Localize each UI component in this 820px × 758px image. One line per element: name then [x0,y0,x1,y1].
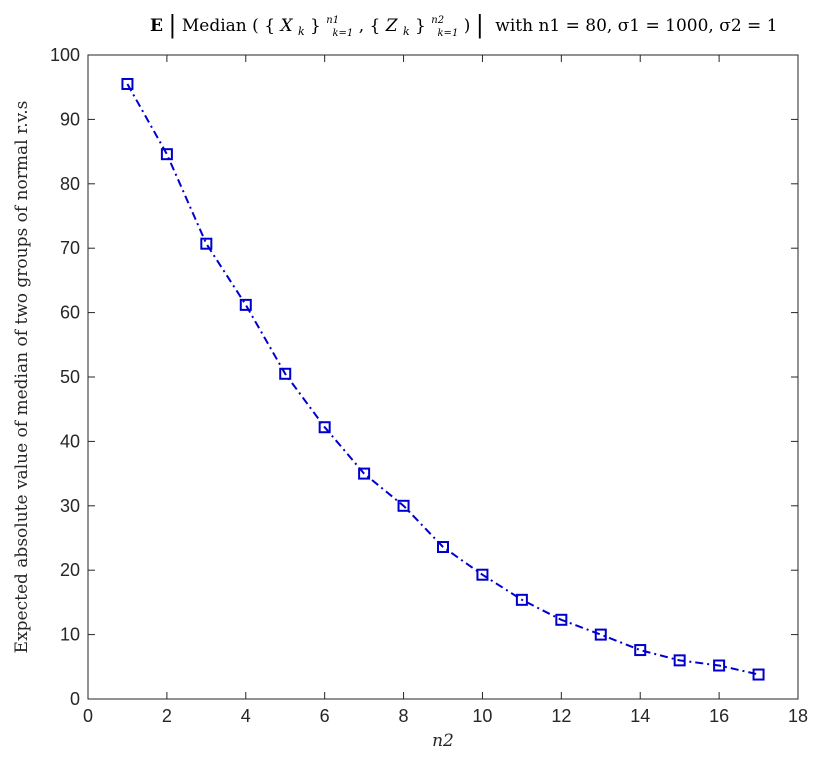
y-tick-label: 0 [70,689,80,709]
title-z-var: Z [385,16,399,36]
plot-area [87,54,799,700]
title-n1-superscript: n1 [326,15,339,26]
y-tick-label: 10 [60,625,80,645]
x-tick-label: 2 [162,706,172,726]
svg-text:E | Median (: E | Median ( { X k } n1 k=1 , { Z k } n2… [150,8,778,41]
title-brace-right: } [310,16,321,36]
x-tick-label: 18 [788,706,808,726]
data-point-marker [200,237,213,250]
title-brace-left: { [264,16,275,36]
data-point-marker [752,668,765,681]
title-k-subscript: k [298,25,305,38]
data-point-marker [555,613,568,626]
x-tick-label: 12 [551,706,571,726]
series-layer [121,77,765,681]
data-point-marker [239,298,252,311]
y-tick-label: 20 [60,560,80,580]
title-median: Median [182,16,247,36]
data-point-marker [515,593,528,606]
x-axis-label: n2 [432,731,454,751]
title-brace-left-2: { [370,16,381,36]
data-point-marker [713,659,726,672]
y-tick-label: 80 [60,174,80,194]
data-point-marker [160,148,173,161]
data-point-marker [318,421,331,434]
chart-title: E | Median ( { X k } n1 k=1 , { Z k } n2… [150,8,778,41]
y-tick-label: 90 [60,109,80,129]
title-x-var: X [278,16,293,36]
title-expectation-symbol: E [150,16,163,36]
x-tick-label: 10 [472,706,492,726]
x-tick-label: 4 [241,706,251,726]
y-tick-label: 60 [60,303,80,323]
data-point-marker [397,499,410,512]
x-tick-label: 16 [709,706,729,726]
data-point-marker [279,367,292,380]
y-tick-label: 30 [60,496,80,516]
title-n2-superscript: n2 [431,15,444,26]
title-range-subscript-2: k=1 [438,28,459,39]
title-brace-right-2: } [415,16,426,36]
title-open-paren: ( [252,16,259,36]
data-point-marker [476,568,489,581]
y-tick-label: 100 [50,45,80,65]
title-k-subscript-2: k [403,25,410,38]
y-axis-ticks: 0 10 20 30 40 50 60 70 80 90 100 [50,45,798,709]
x-tick-label: 6 [320,706,330,726]
y-tick-label: 50 [60,367,80,387]
title-range-subscript: k=1 [332,28,353,39]
title-abs-left: | [168,11,176,40]
x-tick-label: 14 [630,706,650,726]
x-tick-label: 8 [399,706,409,726]
data-point-marker [358,467,371,480]
y-tick-label: 70 [60,238,80,258]
data-point-marker [121,77,134,90]
data-point-marker [634,644,647,657]
y-tick-label: 40 [60,431,80,451]
x-axis-ticks: 0 2 4 6 8 10 12 14 16 18 [83,55,808,726]
data-point-marker [437,541,449,554]
title-tail: with n1 = 80, σ1 = 1000, σ2 = 1 [495,16,777,36]
y-axis-label: Expected absolute value of median of two… [12,101,32,654]
title-comma: , [359,16,370,36]
series-line [126,83,759,676]
title-close-paren: ) [464,16,471,36]
data-point-marker [594,628,607,641]
x-tick-label: 0 [83,706,93,726]
data-point-marker [673,654,686,667]
title-abs-right: | [476,11,484,40]
